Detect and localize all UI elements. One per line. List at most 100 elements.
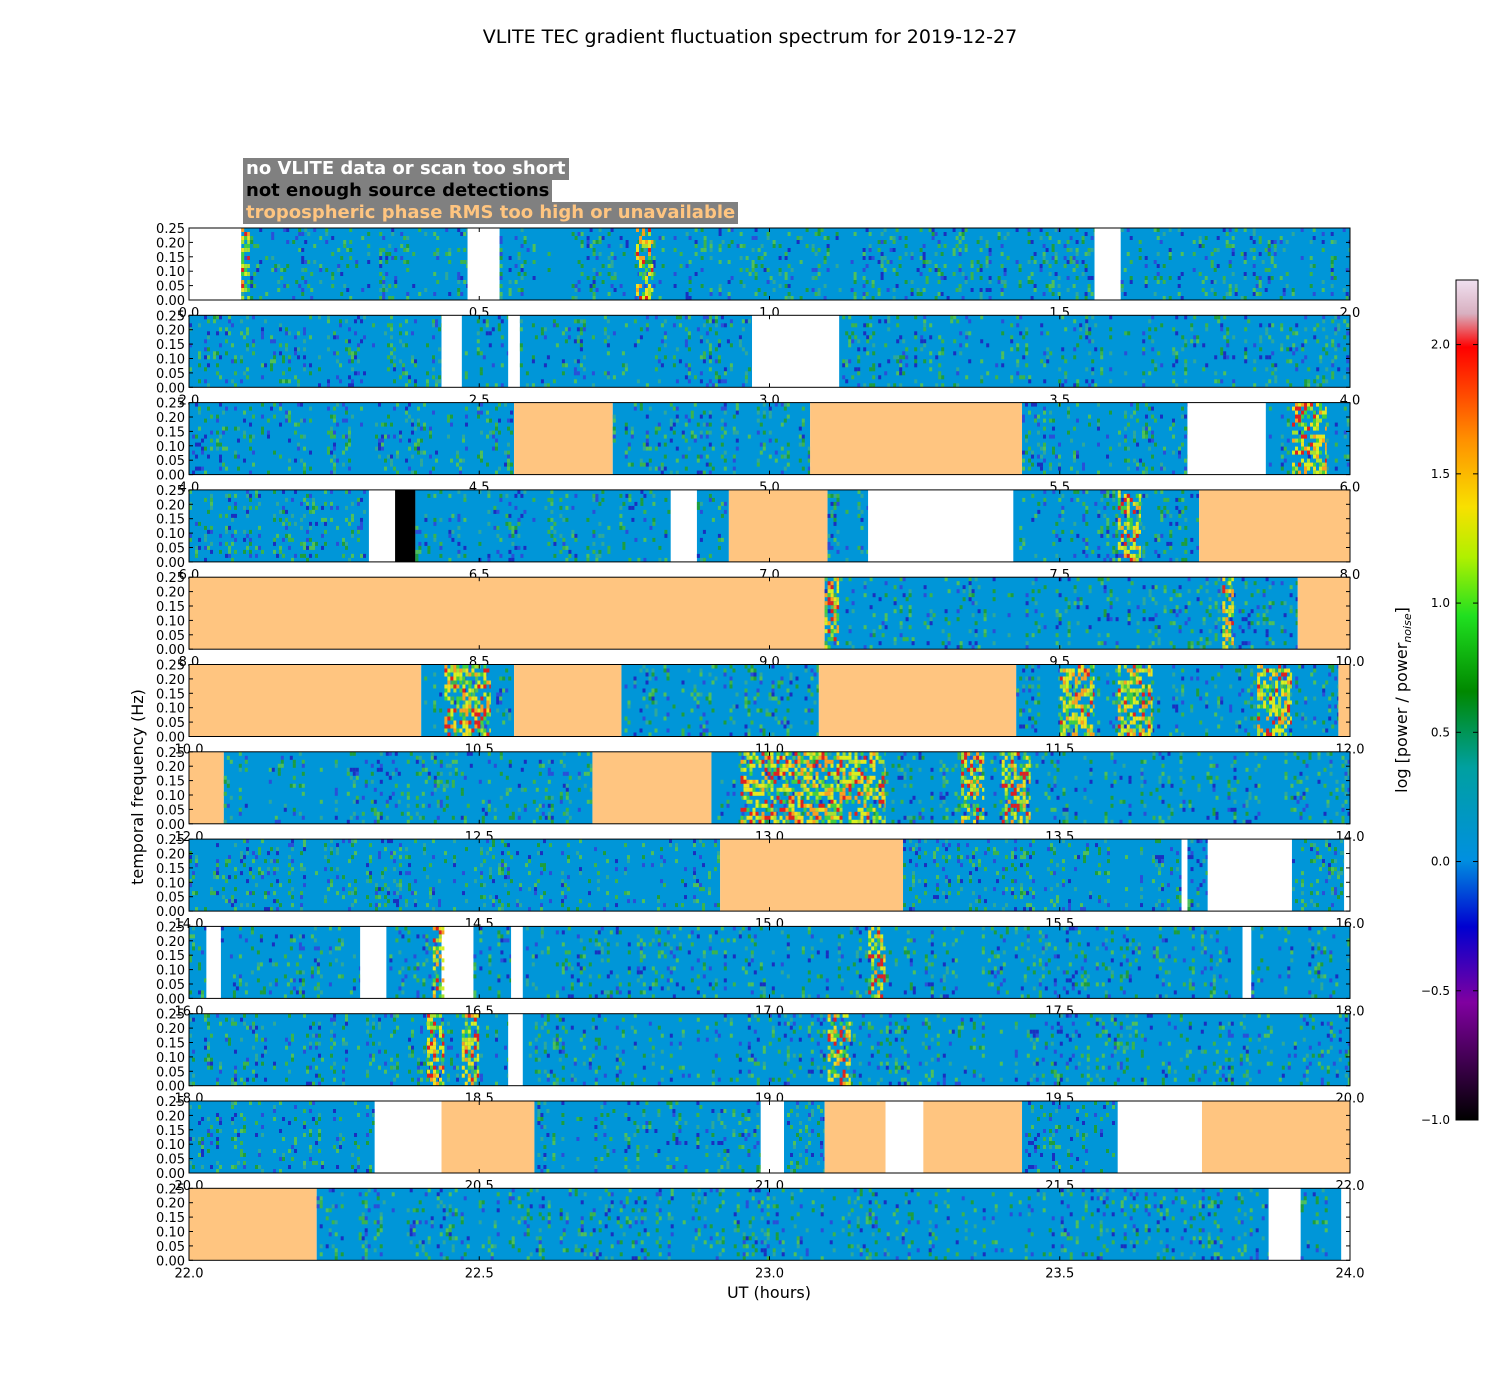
spectrum-cell <box>1127 617 1131 622</box>
spectrum-cell <box>895 228 899 232</box>
spectrum-cell <box>342 462 345 467</box>
spectrum-cell <box>1274 716 1278 721</box>
spectrum-cell <box>301 248 305 252</box>
spectrum-cell <box>553 521 557 526</box>
spectrum-cell <box>1034 553 1038 558</box>
spectrum-cell <box>519 343 523 348</box>
spectrum-cell <box>848 343 852 348</box>
spectrum-cell <box>1025 363 1029 368</box>
spectrum-cell <box>553 541 557 546</box>
no-data-segment <box>508 315 520 388</box>
spectrum-cell-bright <box>244 232 248 236</box>
spectrum-cell <box>645 327 649 332</box>
spectrum-cell <box>1043 489 1047 494</box>
spectrum-cell <box>1033 288 1037 292</box>
spectrum-cell <box>259 228 263 232</box>
spectrum-cell <box>768 414 772 419</box>
spectrum-cell <box>480 410 483 415</box>
spectrum-cell <box>1022 688 1026 693</box>
spectrum-cell <box>1268 323 1272 328</box>
spectrum-cell-bright <box>836 601 840 606</box>
spectrum-cell <box>741 347 745 352</box>
spectrum-cell <box>486 434 489 439</box>
spectrum-cell-bright <box>1228 641 1232 646</box>
spectrum-cell <box>1228 288 1232 292</box>
spectrum-cell-bright <box>1135 493 1139 498</box>
spectrum-cell <box>988 280 992 284</box>
spectrum-cell <box>1333 240 1337 244</box>
spectrum-cell-bright <box>651 288 654 292</box>
spectrum-cell <box>754 264 758 268</box>
spectrum-cell <box>868 256 872 260</box>
spectrum-cell <box>1085 323 1089 328</box>
spectrum-cell <box>607 549 611 554</box>
spectrum-cell <box>319 264 323 268</box>
spectrum-cell <box>345 446 348 451</box>
spectrum-cell <box>219 513 222 518</box>
spectrum-cell <box>514 525 518 530</box>
spectrum-cell <box>1061 383 1065 388</box>
spectrum-cell-bright <box>1126 553 1130 558</box>
spectrum-cell <box>669 418 673 423</box>
spectrum-cell <box>1028 684 1032 689</box>
spectrum-cell <box>349 296 353 300</box>
spectrum-cell <box>514 264 518 268</box>
spectrum-cell <box>1031 684 1035 689</box>
spectrum-cell <box>433 252 437 256</box>
spectrum-cell <box>1091 668 1095 673</box>
spectrum-cell-bright <box>1301 450 1304 455</box>
spectrum-cell <box>714 347 718 352</box>
spectrum-cell <box>589 228 593 232</box>
spectrum-cell <box>463 680 467 685</box>
spectrum-cell <box>1291 288 1295 292</box>
spectrum-cell <box>1168 248 1172 252</box>
spectrum-cell <box>339 363 342 368</box>
spectrum-cell <box>1103 557 1107 562</box>
spectrum-cell <box>261 414 264 419</box>
spectrum-cell-bright <box>648 232 651 236</box>
spectrum-cell <box>1057 292 1061 296</box>
spectrum-cell <box>787 292 791 296</box>
spectrum-cell <box>663 716 667 721</box>
spectrum-cell <box>439 489 443 494</box>
spectrum-cell <box>424 288 428 292</box>
spectrum-cell <box>348 327 351 332</box>
spectrum-cell <box>500 319 504 324</box>
spectrum-cell <box>1081 240 1085 244</box>
spectrum-cell <box>283 268 287 272</box>
spectrum-cell <box>717 343 721 348</box>
spectrum-cell <box>1085 379 1089 384</box>
spectrum-cell <box>1031 454 1034 459</box>
spectrum-cell <box>1295 581 1298 586</box>
spectrum-cell <box>1112 497 1116 502</box>
spectrum-cell <box>414 442 417 447</box>
spectrum-cell <box>1261 260 1265 264</box>
spectrum-cell <box>1265 641 1269 646</box>
spectrum-cell <box>1283 684 1287 689</box>
spectrum-cell <box>633 684 637 689</box>
spectrum-cell <box>851 323 855 328</box>
spectrum-cell <box>492 434 495 439</box>
spectrum-cell <box>1213 280 1217 284</box>
spectrum-cell <box>1204 256 1208 260</box>
spectrum-cell <box>690 430 694 435</box>
spectrum-cell <box>923 315 927 320</box>
spectrum-cell <box>1109 557 1113 562</box>
spectrum-cell <box>851 601 855 606</box>
spectrum-cell <box>348 557 351 562</box>
spectrum-cell-bright <box>827 585 831 590</box>
spectrum-cell <box>1058 466 1061 471</box>
spectrum-cell <box>1144 256 1148 260</box>
spectrum-cell <box>357 315 360 320</box>
spectrum-cell <box>992 597 996 602</box>
spectrum-cell <box>463 497 467 502</box>
spectrum-cell <box>582 319 586 324</box>
spectrum-cell <box>1244 581 1248 586</box>
spectrum-cell <box>1280 676 1284 681</box>
y-tick-label: 0.25 <box>156 397 185 412</box>
spectrum-cell <box>399 434 402 439</box>
spectrum-cell <box>702 422 706 427</box>
spectrum-cell <box>997 280 1001 284</box>
spectrum-cell <box>1225 292 1229 296</box>
spectrum-cell <box>842 363 846 368</box>
